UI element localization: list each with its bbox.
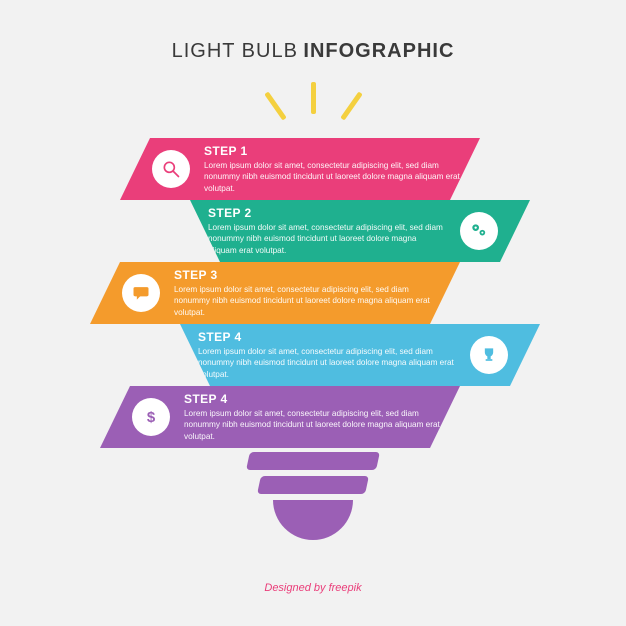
step-bar-3: STEP 3 Lorem ipsum dolor sit amet, conse…	[90, 262, 460, 324]
bulb-thread-icon	[257, 476, 369, 494]
dollar-icon: $	[132, 398, 170, 436]
chat-icon	[122, 274, 160, 312]
step-body: Lorem ipsum dolor sit amet, consectetur …	[204, 160, 462, 193]
footer-credit: Designed by freepik	[0, 582, 626, 594]
bulb-base	[233, 452, 393, 540]
ray-icon	[264, 91, 286, 120]
page-title: LIGHT BULB INFOGRAPHIC	[0, 0, 626, 63]
search-icon	[152, 150, 190, 188]
bulb-thread-icon	[246, 452, 380, 470]
step-bar-5: $ STEP 4 Lorem ipsum dolor sit amet, con…	[100, 386, 460, 448]
step-bar-4: STEP 4 Lorem ipsum dolor sit amet, conse…	[180, 324, 540, 386]
bulb-cap-icon	[273, 500, 353, 540]
step-label: STEP 4	[184, 392, 442, 406]
ray-icon	[311, 82, 316, 114]
svg-text:$: $	[147, 409, 156, 426]
trophy-icon	[470, 336, 508, 374]
light-rays	[253, 82, 373, 132]
step-bar-1: STEP 1 Lorem ipsum dolor sit amet, conse…	[120, 138, 480, 200]
step-body: Lorem ipsum dolor sit amet, consectetur …	[198, 346, 456, 379]
step-body: Lorem ipsum dolor sit amet, consectetur …	[184, 408, 442, 441]
title-part2: INFOGRAPHIC	[303, 40, 454, 62]
step-bar-2: STEP 2 Lorem ipsum dolor sit amet, conse…	[190, 200, 530, 262]
gears-icon	[460, 212, 498, 250]
title-part1: LIGHT BULB	[172, 40, 298, 62]
step-label: STEP 4	[198, 330, 456, 344]
step-body: Lorem ipsum dolor sit amet, consectetur …	[208, 222, 446, 255]
ray-icon	[340, 91, 362, 120]
step-label: STEP 1	[204, 144, 462, 158]
step-label: STEP 3	[174, 268, 442, 282]
step-label: STEP 2	[208, 206, 446, 220]
step-body: Lorem ipsum dolor sit amet, consectetur …	[174, 284, 442, 317]
